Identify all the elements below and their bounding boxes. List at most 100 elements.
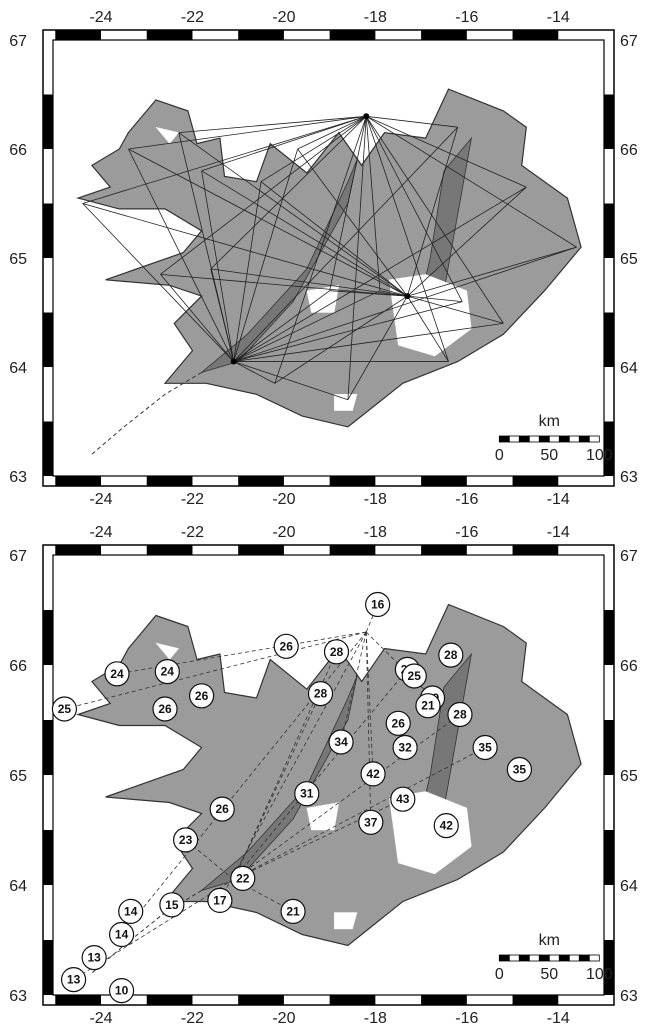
ray-path [366, 115, 527, 188]
rift-zone [201, 675, 358, 891]
crustal-thickness-marker [280, 898, 306, 925]
ray-path [160, 274, 234, 362]
ray-path [128, 115, 367, 150]
ray-path-dashed [233, 714, 461, 880]
frame-segment [55, 476, 102, 486]
crustal-thickness-label: 28 [330, 645, 344, 659]
frame-segment [604, 940, 614, 995]
crustal-thickness-marker [81, 944, 107, 971]
y-tick-label-right: 67 [620, 548, 638, 565]
crustal-thickness-marker [230, 865, 256, 892]
crustal-thickness-marker [207, 887, 233, 914]
scale-bar-unit: km [539, 413, 560, 430]
crustal-thickness-marker [390, 786, 416, 812]
x-tick-label-top: -14 [547, 9, 570, 26]
y-tick-label-left: 66 [9, 658, 27, 675]
y-tick-label-right: 65 [620, 251, 638, 268]
frame-segment [238, 995, 284, 1005]
x-tick-label-bottom: -22 [181, 491, 204, 508]
x-tick-label-top: -22 [181, 524, 204, 541]
crustal-thickness-marker [447, 701, 473, 728]
scale-bar-label: 0 [495, 447, 504, 464]
y-tick-label-left: 67 [9, 33, 27, 50]
glacier [333, 912, 358, 930]
x-tick-label-top: -16 [455, 9, 478, 26]
ray-path [407, 295, 449, 362]
frame-segment [146, 545, 193, 555]
ray-path-dashed [340, 631, 367, 743]
scale-bar-segment [558, 435, 570, 443]
glacier [333, 394, 358, 411]
frame-segment [421, 545, 467, 555]
crustal-thickness-marker [438, 642, 464, 668]
crustal-thickness-marker [328, 729, 354, 755]
y-tick-label-right: 64 [620, 360, 638, 377]
y-tick-label-right: 67 [620, 33, 638, 50]
crustal-thickness-marker [154, 658, 180, 685]
x-tick-label-top: -22 [181, 9, 204, 26]
scale-bar-segment [538, 954, 550, 962]
scale-bar-segment [508, 435, 520, 443]
ray-path [233, 361, 275, 384]
crustal-thickness-label: 14 [124, 904, 138, 918]
frame-segment [146, 30, 193, 40]
crustal-thickness-marker [506, 756, 533, 783]
crustal-thickness-marker [108, 977, 135, 1004]
crustal-thickness-label: 14 [115, 928, 129, 942]
crustal-thickness-marker [173, 827, 199, 853]
ray-path-dashed [64, 631, 367, 710]
station-hub-north [363, 113, 370, 120]
x-tick-label-top: -16 [455, 524, 478, 541]
ray-path [201, 170, 408, 297]
crustal-thickness-marker [159, 892, 185, 918]
scale-bar-segment [578, 435, 590, 443]
scale-bar-segment [528, 435, 540, 443]
frame-segment [55, 545, 102, 555]
crustal-thickness-label: 26 [216, 802, 230, 816]
scale-bar-label: 0 [495, 966, 504, 983]
ray-path-dashed [233, 669, 408, 880]
scale-bar-segment [528, 954, 540, 962]
frame-segment [512, 476, 559, 486]
crustal-thickness-marker [294, 781, 320, 807]
ray-path [407, 246, 577, 297]
frame-segment [421, 30, 467, 40]
crustal-thickness-marker [392, 734, 418, 761]
crustal-thickness-label: 17 [213, 893, 227, 907]
ray-path [233, 323, 504, 362]
y-tick-label-left: 66 [9, 142, 27, 159]
crustal-thickness-marker [51, 696, 78, 722]
crustal-thickness-label: 26 [392, 716, 406, 730]
ray-path [233, 246, 577, 362]
ray-path [347, 116, 367, 400]
y-tick-label-right: 66 [620, 658, 638, 675]
frame-segment [329, 476, 376, 486]
ray-path [233, 290, 381, 362]
crustal-thickness-label: 31 [300, 787, 314, 801]
x-tick-label-bottom: -18 [364, 491, 387, 508]
ray-path [365, 116, 381, 291]
crustal-thickness-label: 16 [371, 598, 385, 612]
scale-bar-segment [518, 954, 530, 962]
ray-path [365, 116, 463, 302]
x-tick-label-bottom: -16 [455, 491, 478, 508]
x-tick-label-top: -18 [364, 524, 387, 541]
crustal-thickness-label: 25 [58, 702, 72, 716]
x-tick-label-top: -14 [547, 524, 570, 541]
x-tick-label-bottom: -24 [89, 491, 112, 508]
x-tick-label-top: -20 [272, 9, 295, 26]
frame-segment [604, 94, 614, 149]
crustal-thickness-label: 10 [115, 984, 129, 998]
x-tick-label-top: -20 [272, 524, 295, 541]
x-tick-label-bottom: -18 [364, 1010, 387, 1027]
y-tick-label-left: 63 [9, 988, 27, 1005]
crustal-thickness-marker [415, 693, 441, 719]
crustal-thickness-label: 26 [158, 702, 172, 716]
ray-path [210, 268, 235, 362]
crustal-thickness-label: 28 [314, 687, 328, 701]
frame-segment [421, 476, 467, 486]
ray-path [233, 290, 330, 362]
ray-path [233, 301, 463, 362]
scale-bar-segment [568, 954, 580, 962]
frame-segment [43, 610, 53, 665]
